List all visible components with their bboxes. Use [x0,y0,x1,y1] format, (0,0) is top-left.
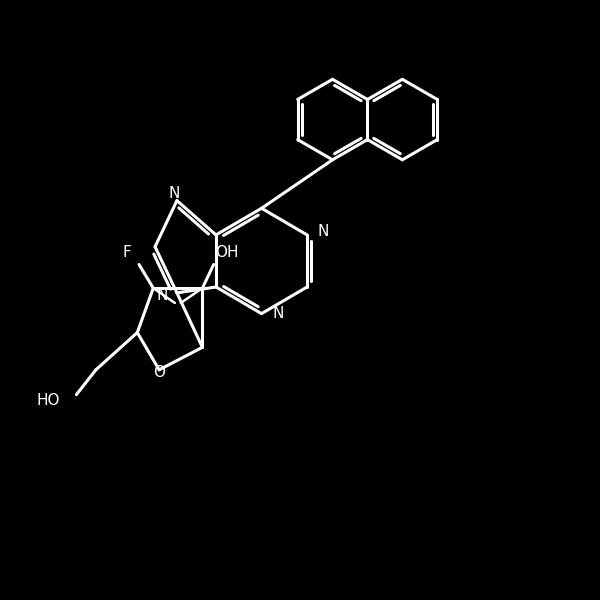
Text: O: O [153,365,165,380]
Text: N: N [272,306,284,321]
Text: N: N [318,224,329,239]
Text: N: N [157,289,168,304]
Text: HO: HO [37,393,61,408]
Text: F: F [123,245,131,260]
Text: OH: OH [215,245,239,260]
Text: N: N [168,186,179,201]
